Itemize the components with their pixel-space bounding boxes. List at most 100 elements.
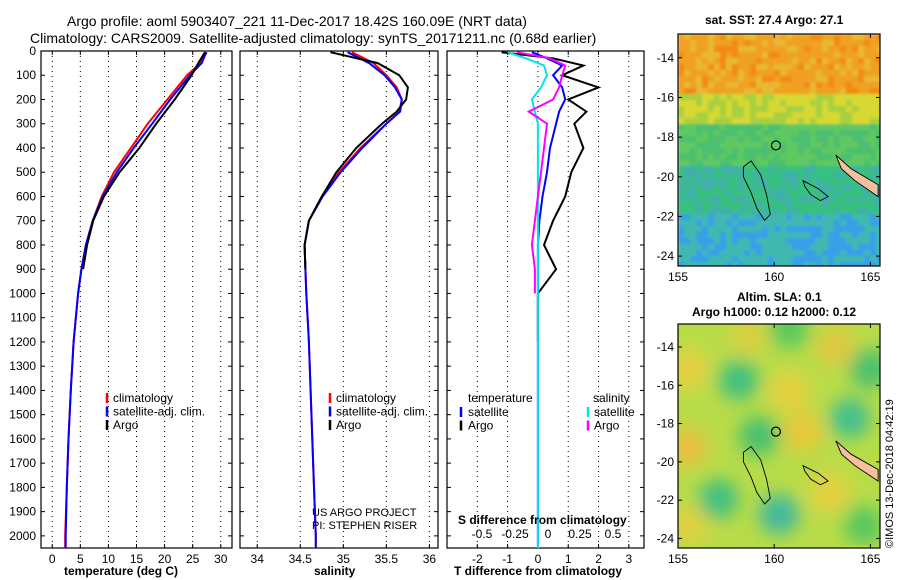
sst-cell xyxy=(726,178,733,185)
sst-cell xyxy=(762,130,769,137)
sst-cell xyxy=(786,196,793,203)
sst-cell xyxy=(750,70,757,77)
sst-cell xyxy=(834,70,841,77)
sst-cell xyxy=(768,40,775,47)
sst-cell xyxy=(720,172,727,179)
sst-cell xyxy=(804,124,811,131)
sst-cell xyxy=(750,52,757,59)
sst-cell xyxy=(810,208,817,215)
sst-cell xyxy=(768,46,775,53)
sst-cell xyxy=(816,202,823,209)
sst-cell xyxy=(798,52,805,59)
sst-cell xyxy=(834,52,841,59)
sst-cell xyxy=(810,184,817,191)
sst-cell xyxy=(834,166,841,173)
sst-cells xyxy=(678,34,880,266)
sst-cell xyxy=(738,106,745,113)
sst-cell xyxy=(774,208,781,215)
sst-cell xyxy=(804,148,811,155)
sst-cell xyxy=(714,76,721,83)
depth-tick-label: 1700 xyxy=(9,456,36,470)
sst-cell xyxy=(744,184,751,191)
sst-cell xyxy=(876,130,880,137)
sst-cell xyxy=(768,184,775,191)
sst-cell xyxy=(822,166,829,173)
sst-cell xyxy=(744,94,751,101)
sst-cell xyxy=(684,220,691,227)
sst-cell xyxy=(678,184,685,191)
sst-cell xyxy=(870,88,877,95)
sst-cell xyxy=(834,58,841,65)
sst-cell xyxy=(852,190,859,197)
sst-cell xyxy=(696,100,703,107)
sst-cell xyxy=(684,106,691,113)
sst-cell xyxy=(792,154,799,161)
sst-cell xyxy=(720,208,727,215)
sst-cell xyxy=(702,226,709,233)
sst-cell xyxy=(870,112,877,119)
sst-cell xyxy=(678,70,685,77)
sst-cell xyxy=(702,118,709,125)
sst-cell xyxy=(798,154,805,161)
lat-tick-label: -16 xyxy=(657,90,675,104)
sst-cell xyxy=(702,40,709,47)
sst-cell xyxy=(846,100,853,107)
sst-cell xyxy=(840,250,847,257)
sst-cell xyxy=(870,82,877,89)
lon-tick-label: 160 xyxy=(764,552,784,566)
sst-cell xyxy=(810,106,817,113)
sst-cell xyxy=(828,64,835,71)
sst-cell xyxy=(708,76,715,83)
sst-cell xyxy=(744,220,751,227)
sst-cell xyxy=(678,232,685,239)
sst-cell xyxy=(696,172,703,179)
sst-cell xyxy=(768,226,775,233)
sst-cell xyxy=(798,202,805,209)
sst-cell xyxy=(870,106,877,113)
sst-cell xyxy=(786,76,793,83)
sst-cell xyxy=(738,112,745,119)
sst-cell xyxy=(876,88,880,95)
sst-cell xyxy=(780,52,787,59)
sst-cell xyxy=(876,52,880,59)
sst-cell xyxy=(714,40,721,47)
sst-cell xyxy=(840,262,847,266)
sst-cell xyxy=(762,208,769,215)
sst-cell xyxy=(876,244,880,251)
sst-cell xyxy=(828,154,835,161)
sst-cell xyxy=(744,142,751,149)
sst-cell xyxy=(780,232,787,239)
coastline xyxy=(802,464,829,486)
sst-cell xyxy=(690,46,697,53)
sst-cell xyxy=(744,178,751,185)
sst-cell xyxy=(786,166,793,173)
sst-cell xyxy=(738,154,745,161)
sst-cell xyxy=(864,208,871,215)
lat-tick-label: -14 xyxy=(657,51,675,65)
depth-tick-label: 600 xyxy=(16,189,36,203)
sst-cell xyxy=(708,238,715,245)
sst-cell xyxy=(786,262,793,266)
sst-cell xyxy=(690,178,697,185)
sst-cell xyxy=(840,76,847,83)
sst-cell xyxy=(792,118,799,125)
sst-cell xyxy=(738,190,745,197)
sst-cell xyxy=(822,262,829,266)
sst-cell xyxy=(828,100,835,107)
sst-cell xyxy=(834,106,841,113)
sst-cell xyxy=(762,244,769,251)
sst-cell xyxy=(726,160,733,167)
sst-cell xyxy=(798,142,805,149)
sst-cell xyxy=(846,190,853,197)
sst-cell xyxy=(876,82,880,89)
sst-cell xyxy=(822,94,829,101)
sst-cell xyxy=(762,262,769,266)
sst-cell xyxy=(720,196,727,203)
sst-cell xyxy=(840,226,847,233)
sst-cell xyxy=(738,130,745,137)
sst-cell xyxy=(726,76,733,83)
sla-anomaly-blob xyxy=(728,324,769,356)
sst-cell xyxy=(804,136,811,143)
coastline xyxy=(835,154,879,198)
sst-cell xyxy=(690,208,697,215)
